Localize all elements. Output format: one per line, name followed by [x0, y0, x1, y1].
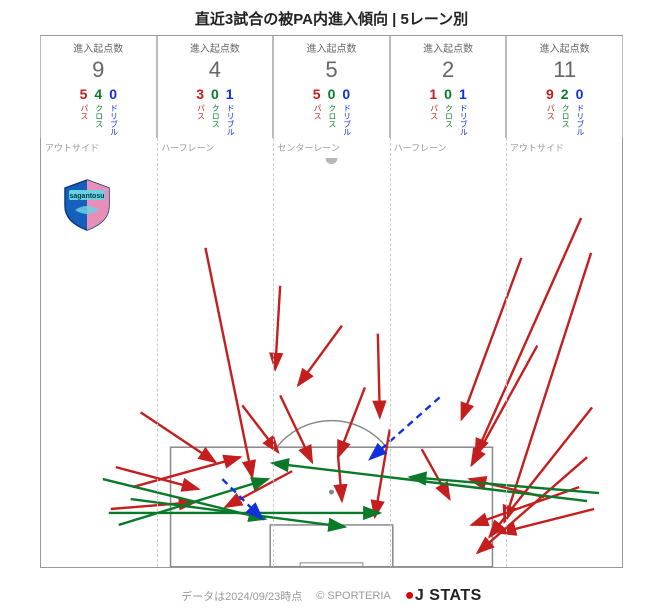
- lane-total: 4: [160, 57, 271, 83]
- lane-total: 9: [43, 57, 154, 83]
- lane-pass: 5パス: [312, 87, 321, 136]
- lane-box: 進入起点数 4 3パス 0クロス 1ドリブル: [157, 36, 274, 138]
- lane-dribble: 0ドリブル: [342, 87, 351, 136]
- svg-text:sagantosu: sagantosu: [69, 193, 104, 200]
- arrow-pass: [338, 456, 342, 502]
- arrow-pass: [275, 286, 280, 370]
- lane-entry-label: 進入起点数: [276, 40, 387, 55]
- lane-dribble: 1ドリブル: [458, 87, 467, 136]
- team-badge: sagantosu: [59, 176, 115, 232]
- lane-separator: [273, 138, 274, 567]
- lane-sub: 9パス 2クロス 0ドリブル: [509, 87, 620, 136]
- lane-name: アウトサイド: [506, 138, 622, 157]
- sagantosu-badge-svg: sagantosu: [59, 176, 115, 232]
- lane-total: 5: [276, 57, 387, 83]
- arrow-pass: [378, 334, 380, 418]
- lane-cross: 0クロス: [327, 87, 336, 136]
- lane-entry-label: 進入起点数: [43, 40, 154, 55]
- lane-total: 2: [393, 57, 504, 83]
- lane-entry-label: 進入起点数: [160, 40, 271, 55]
- chart-title: 直近3試合の被PA内進入傾向 | 5レーン別: [0, 0, 663, 35]
- lane-names-row: アウトサイドハーフレーンセンターレーンハーフレーンアウトサイド: [41, 138, 622, 157]
- lane-separator: [157, 138, 158, 567]
- lane-sub: 5パス 4クロス 0ドリブル: [43, 87, 154, 136]
- lane-separator: [506, 138, 507, 567]
- lane-entry-label: 進入起点数: [509, 40, 620, 55]
- lane-box: 進入起点数 9 5パス 4クロス 0ドリブル: [40, 36, 157, 138]
- lane-name: ハーフレーン: [157, 138, 273, 157]
- pitch-area: アウトサイドハーフレーンセンターレーンハーフレーンアウトサイド sagantos…: [40, 138, 623, 568]
- lane-dribble: 0ドリブル: [575, 87, 584, 136]
- lane-pass: 9パス: [545, 87, 554, 136]
- lane-dribble: 1ドリブル: [225, 87, 234, 136]
- arrow-pass: [141, 413, 216, 463]
- lane-separator: [390, 138, 391, 567]
- footer-copyright: © SPORTERIA: [316, 590, 391, 602]
- lane-cross: 0クロス: [210, 87, 219, 136]
- chart-container: 直近3試合の被PA内進入傾向 | 5レーン別 進入起点数 9 5パス 4クロス 0ドリブ…: [0, 0, 663, 611]
- stats-logo: ●J STATS: [405, 587, 482, 605]
- arrow-pass: [477, 458, 587, 554]
- arrow-pass: [133, 458, 241, 488]
- arrow-pass: [205, 248, 252, 477]
- lane-box: 進入起点数 2 1パス 0クロス 1ドリブル: [390, 36, 507, 138]
- footer-data-asof: データは2024/09/23時点: [181, 588, 302, 604]
- lane-box: 進入起点数 11 9パス 2クロス 0ドリブル: [506, 36, 623, 138]
- lane-cross: 4クロス: [94, 87, 103, 136]
- lane-dribble: 0ドリブル: [109, 87, 118, 136]
- lane-total: 11: [509, 57, 620, 83]
- pitch-svg: [41, 158, 622, 567]
- lane-name: ハーフレーン: [390, 138, 506, 157]
- lane-pass: 5パス: [79, 87, 88, 136]
- lane-sub: 1パス 0クロス 1ドリブル: [393, 87, 504, 136]
- lanes-header: 進入起点数95パス4クロス0ドリブル進入起点数43パス0クロス1ドリブル進入起点…: [40, 35, 623, 138]
- lane-sub: 5パス 0クロス 0ドリブル: [276, 87, 387, 136]
- lane-sub: 3パス 0クロス 1ドリブル: [160, 87, 271, 136]
- arrow-pass: [462, 258, 522, 419]
- lane-pass: 3パス: [196, 87, 205, 136]
- lane-cross: 2クロス: [560, 87, 569, 136]
- lane-name: アウトサイド: [41, 138, 157, 157]
- lane-name: センターレーン: [273, 138, 389, 157]
- lane-cross: 0クロス: [444, 87, 453, 136]
- arrow-pass: [280, 396, 312, 463]
- stats-text: STATS: [429, 587, 482, 604]
- arrow-cross: [119, 479, 268, 525]
- arrow-pass: [298, 326, 342, 386]
- stats-j: J: [415, 587, 424, 604]
- lane-pass: 1パス: [429, 87, 438, 136]
- arrow-cross: [272, 464, 587, 502]
- lane-entry-label: 進入起点数: [393, 40, 504, 55]
- arrow-pass: [422, 450, 450, 500]
- lane-box: 進入起点数 5 5パス 0クロス 0ドリブル: [273, 36, 390, 138]
- footer: データは2024/09/23時点 © SPORTERIA ●J STATS: [0, 587, 663, 605]
